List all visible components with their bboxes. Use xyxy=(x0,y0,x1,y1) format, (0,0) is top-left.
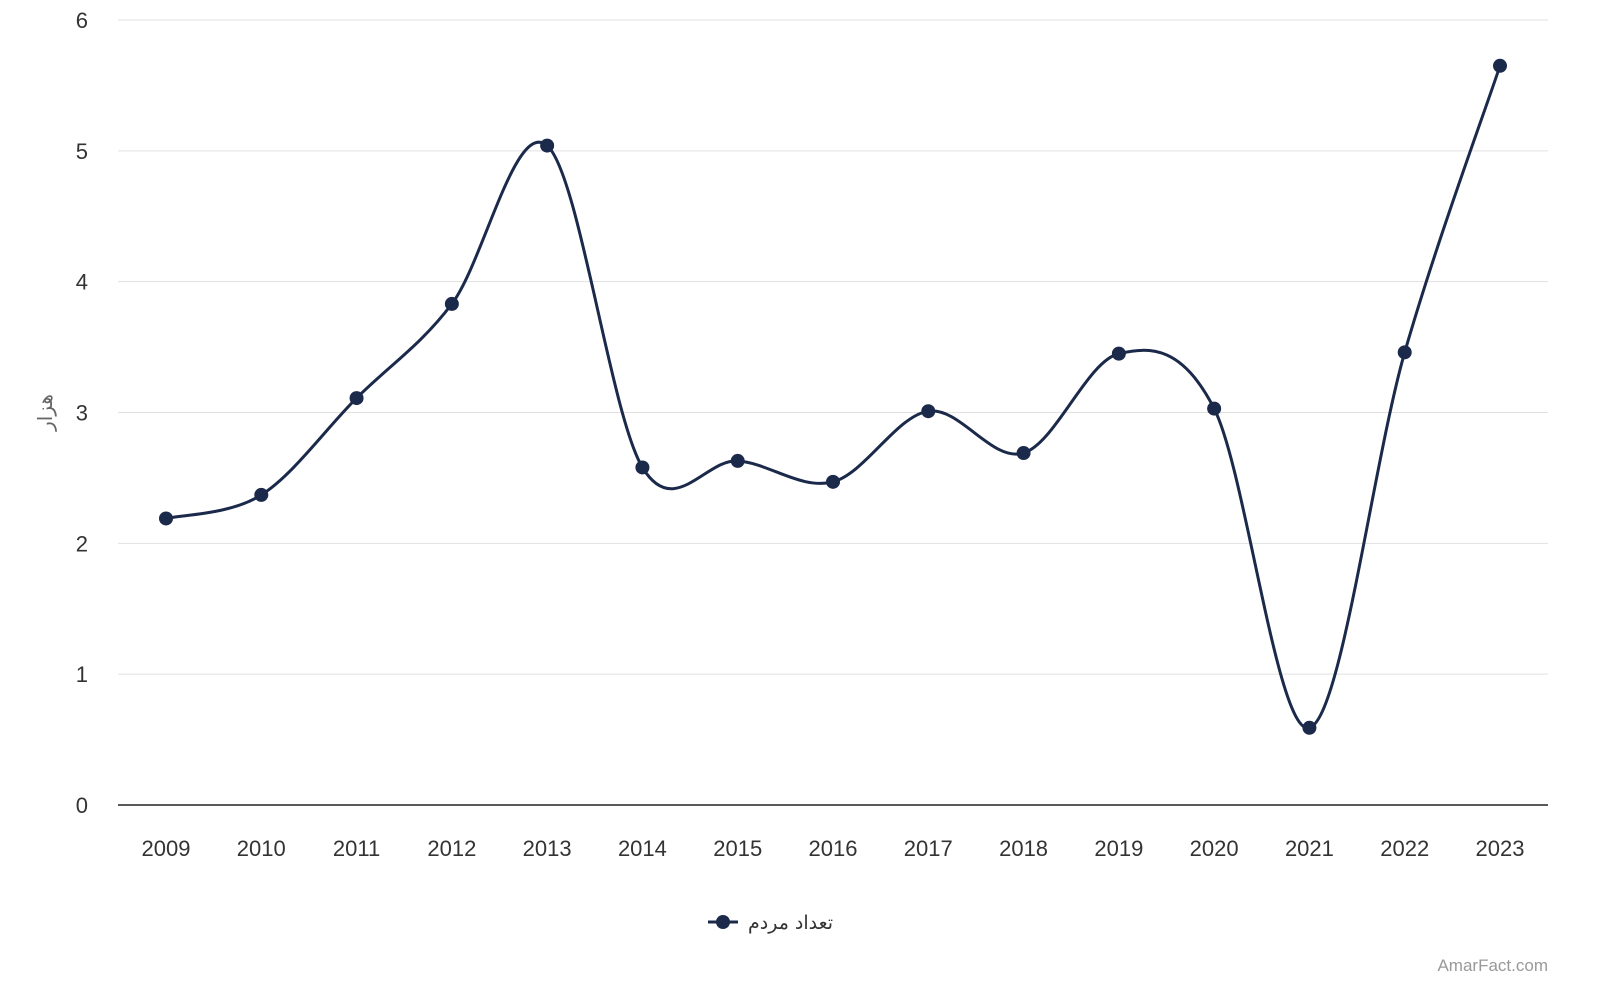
x-tick-label: 2019 xyxy=(1094,836,1143,861)
y-tick-label: 3 xyxy=(76,401,88,426)
data-point[interactable] xyxy=(826,474,840,489)
x-tick-label: 2011 xyxy=(333,836,380,861)
y-axis-title: هزار xyxy=(33,394,57,432)
legend-marker-icon xyxy=(716,915,730,929)
y-tick-label: 5 xyxy=(76,139,88,164)
x-tick-label: 2015 xyxy=(713,836,762,861)
data-point[interactable] xyxy=(254,487,269,502)
x-axis-ticks: 2009 2010 2011 2012 2013 2014 2015 2016 2017 2018… xyxy=(142,836,1525,861)
watermark: AmarFact.com xyxy=(1437,956,1548,975)
x-tick-label: 2014 xyxy=(618,836,667,861)
legend-label: تعداد مردم xyxy=(748,912,833,934)
data-point[interactable] xyxy=(635,460,650,475)
x-tick-label: 2021 xyxy=(1285,836,1334,861)
y-tick-label: 4 xyxy=(76,270,88,295)
x-tick-label: 2010 xyxy=(237,836,286,861)
data-point[interactable] xyxy=(1207,401,1222,416)
data-point[interactable] xyxy=(540,138,555,153)
y-tick-label: 0 xyxy=(76,793,88,818)
data-point[interactable] xyxy=(159,511,173,526)
series-line xyxy=(164,64,1502,730)
x-tick-label: 2017 xyxy=(904,836,953,861)
series-group xyxy=(159,58,1507,735)
x-tick-label: 2013 xyxy=(523,836,572,861)
x-tick-label: 2012 xyxy=(427,836,476,861)
x-tick-label: 2023 xyxy=(1476,836,1525,861)
data-point[interactable] xyxy=(1397,345,1412,360)
x-tick-label: 2020 xyxy=(1190,836,1239,861)
data-point[interactable] xyxy=(1302,720,1317,735)
data-point[interactable] xyxy=(1493,58,1507,73)
data-point[interactable] xyxy=(921,404,936,419)
data-point[interactable] xyxy=(349,391,364,406)
y-axis-ticks: 0 1 2 3 4 5 6 xyxy=(76,8,88,818)
y-tick-label: 2 xyxy=(76,531,88,556)
data-point[interactable] xyxy=(444,296,459,311)
y-tick-label: 1 xyxy=(76,662,88,687)
data-point[interactable] xyxy=(1016,446,1031,461)
y-tick-label: 6 xyxy=(76,8,88,33)
data-point[interactable] xyxy=(730,453,745,468)
x-tick-label: 2009 xyxy=(142,836,191,861)
x-tick-label: 2022 xyxy=(1380,836,1429,861)
gridlines xyxy=(118,19,1548,675)
x-tick-label: 2018 xyxy=(999,836,1048,861)
data-point[interactable] xyxy=(1111,346,1126,361)
legend[interactable]: تعداد مردم xyxy=(708,912,833,934)
x-tick-label: 2016 xyxy=(809,836,858,861)
